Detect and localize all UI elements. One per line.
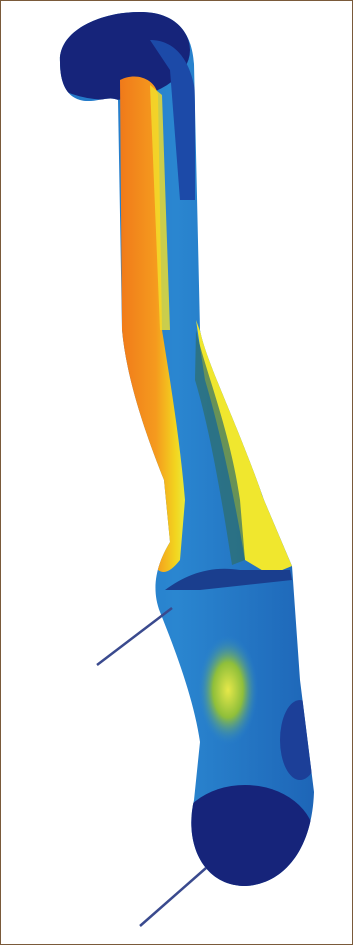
page: (() => { const data = JSON.parse(documen… bbox=[0, 0, 353, 945]
green-region bbox=[198, 635, 258, 745]
image bbox=[0, 0, 353, 945]
